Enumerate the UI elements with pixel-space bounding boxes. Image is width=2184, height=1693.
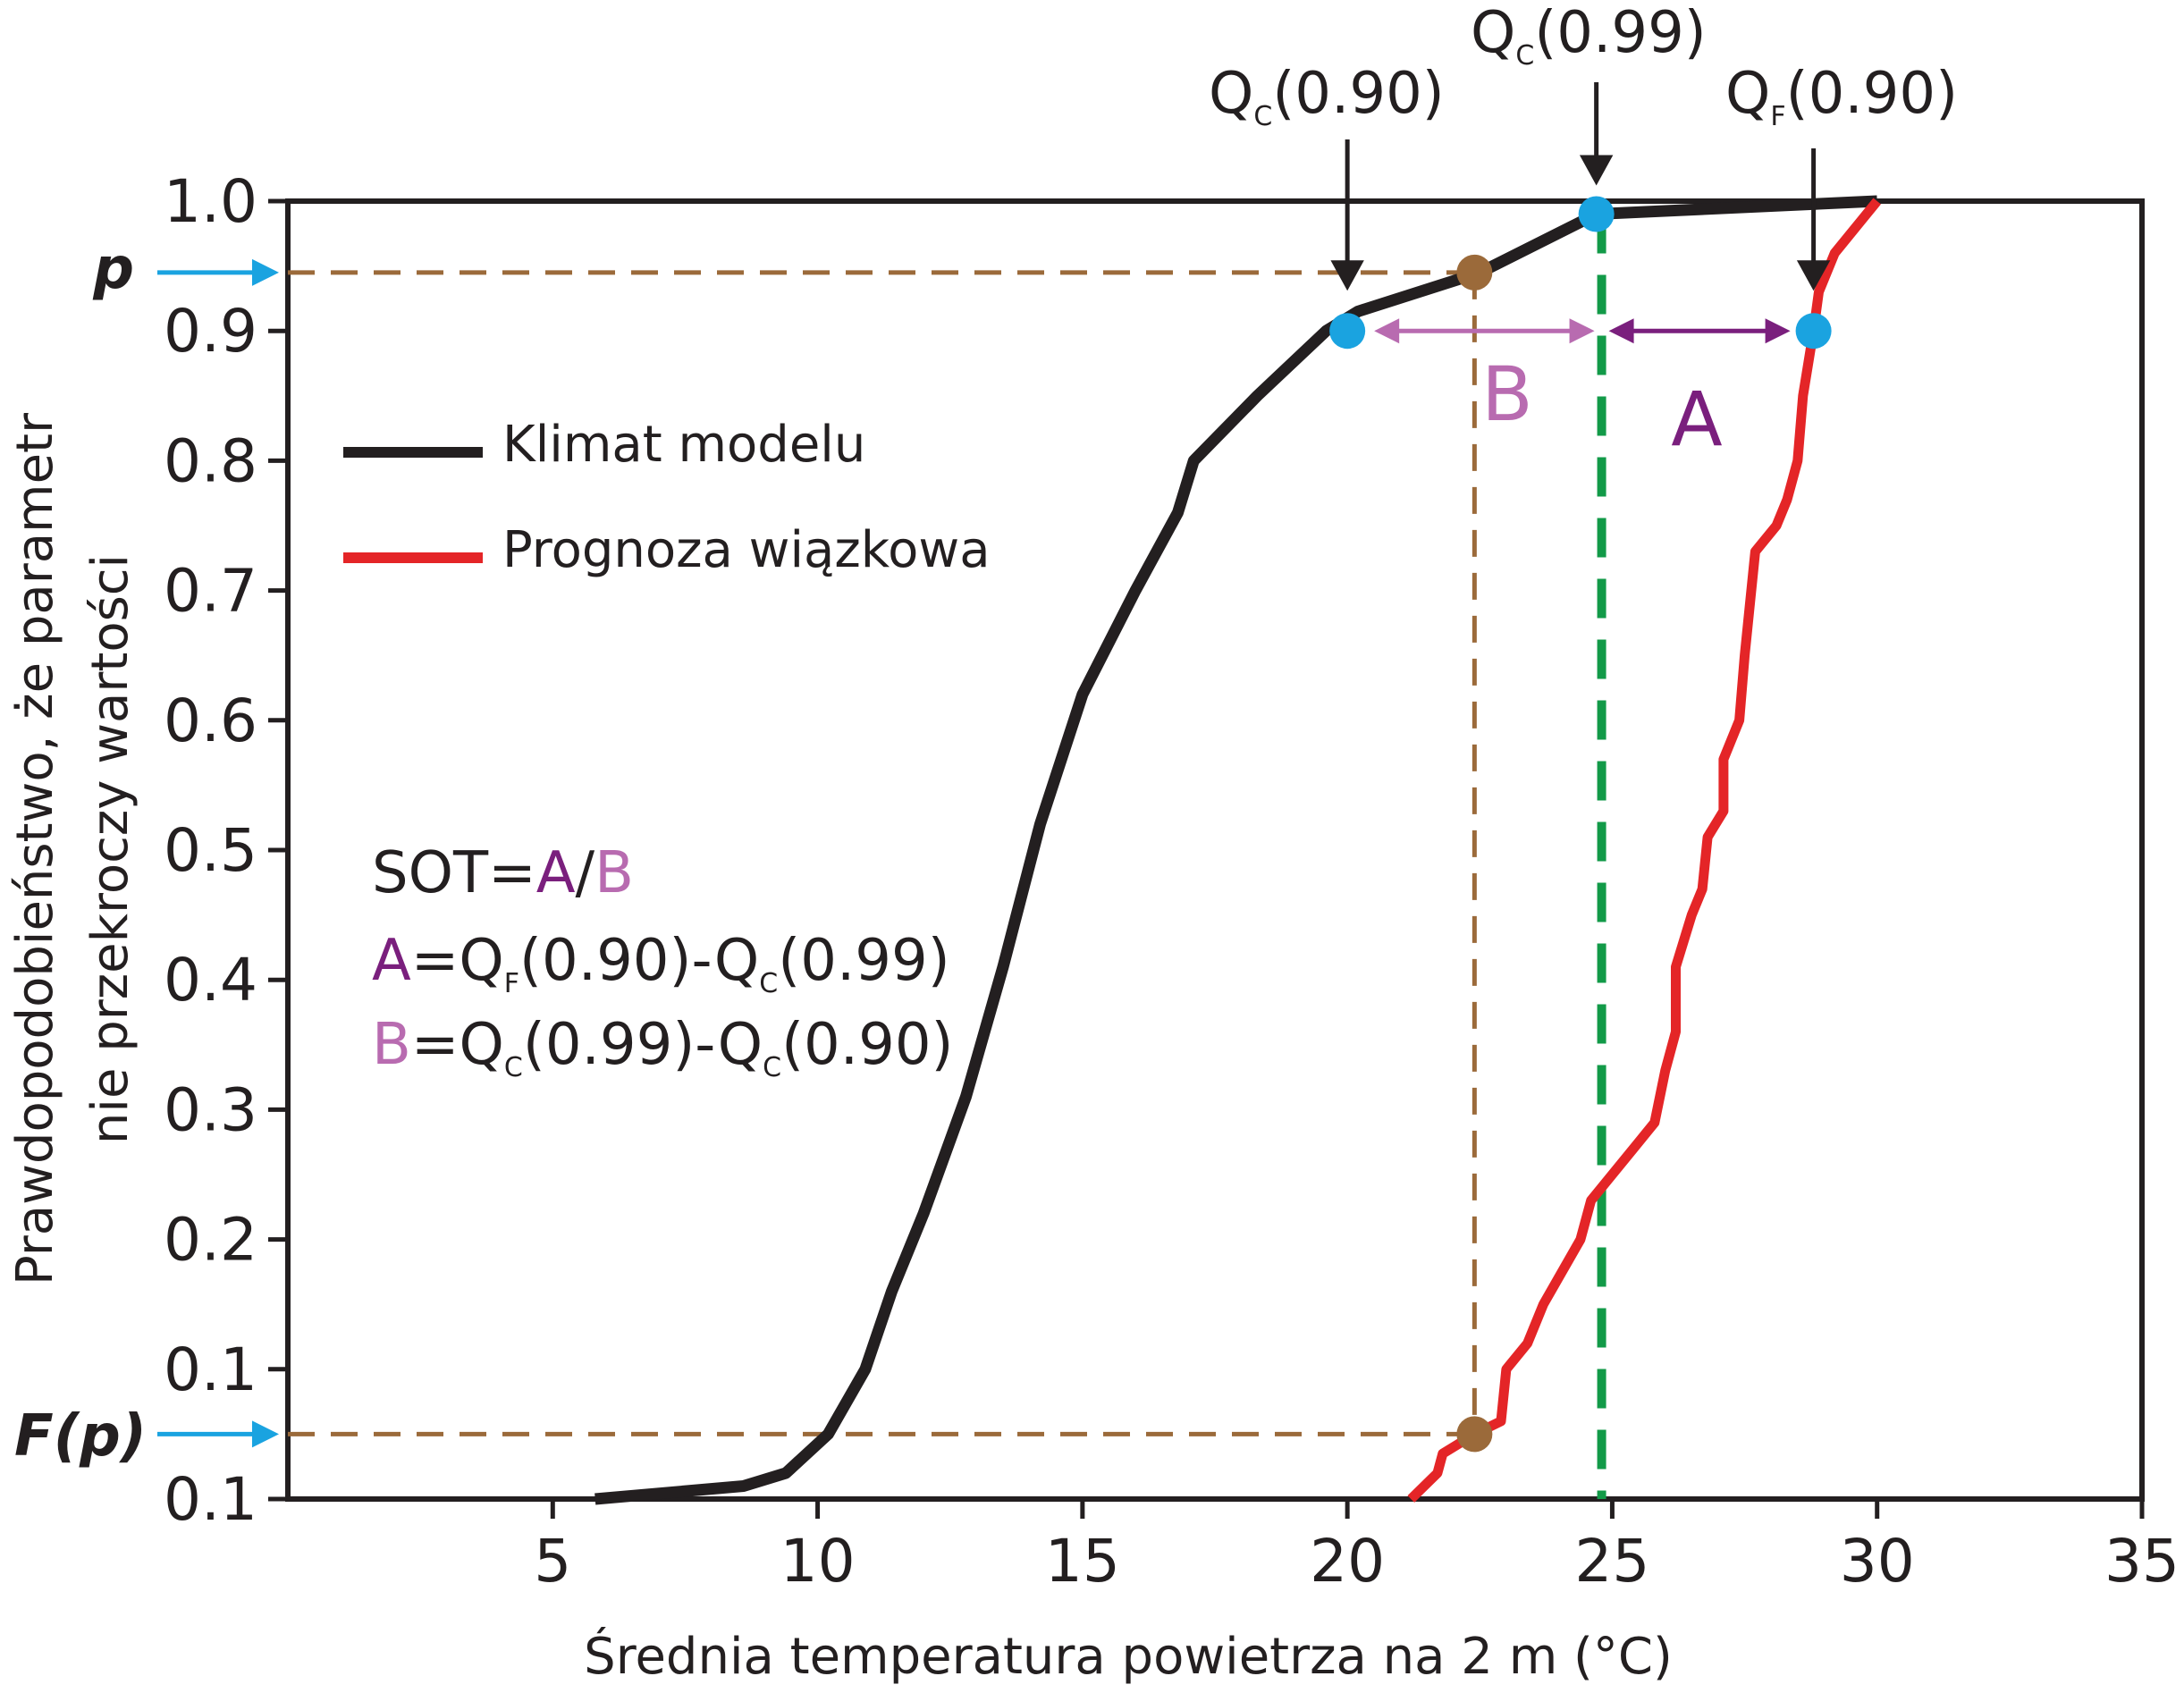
- y-tick-label: 0.1: [164, 1335, 257, 1404]
- y-tick-label: 0.3: [164, 1075, 257, 1144]
- legend-label-klimat: Klimat modelu: [502, 416, 865, 474]
- climate-at-p-marker: [1456, 254, 1493, 291]
- qc099-q: Q: [1471, 0, 1515, 66]
- qc090-arrow-head: [1330, 260, 1364, 291]
- y-axis-title-line1: Prawdopodobieństwo, że parametr: [6, 412, 64, 1285]
- p-blue-arrow-head: [252, 258, 279, 286]
- x-tick-label: 25: [1574, 1527, 1649, 1596]
- qf090-arg: (0.90): [1786, 61, 1958, 127]
- x-tick-label: 35: [2104, 1527, 2180, 1596]
- qf090-sub: F: [1770, 101, 1785, 132]
- qc090-sub: C: [1253, 101, 1272, 132]
- b-distance-arrow-head-right: [1569, 318, 1595, 344]
- series-line-prognoza-wiazkowa: [1407, 198, 1881, 1503]
- y-axis-title-line2: nie przekroczy wartości: [81, 554, 139, 1144]
- x-tick-label: 20: [1310, 1527, 1385, 1596]
- legend-label-prognoza: Prognoza wiązkowa: [502, 521, 991, 579]
- y-tick-label: 0.1: [164, 1465, 257, 1534]
- x-tick-label: 5: [534, 1527, 571, 1596]
- fp-label: F(p): [14, 1403, 147, 1470]
- sot-formula: SOT=A/B: [372, 840, 634, 906]
- a-formula-end: (0.99): [778, 928, 949, 994]
- qf090-label: QF(0.90): [1725, 61, 1958, 132]
- sot-a: A: [536, 840, 576, 906]
- sot-slash: /: [576, 840, 595, 906]
- y-tick-label: 0.8: [164, 426, 257, 495]
- y-tick-label: 1.0: [164, 167, 257, 236]
- qc099-arg: (0.99): [1534, 0, 1706, 66]
- a-distance-label: A: [1671, 375, 1722, 463]
- b-formula-eq: =Q: [411, 1012, 504, 1078]
- qc099-sub: C: [1515, 40, 1534, 72]
- a-formula-eq: =Q: [411, 928, 504, 994]
- a-formula-sub1: F: [504, 968, 519, 999]
- qc090-arg: (0.90): [1272, 61, 1444, 127]
- y-tick-label: 0.5: [164, 816, 257, 885]
- fp-blue-arrow-head: [252, 1420, 279, 1448]
- b-distance-label: B: [1481, 350, 1533, 438]
- p-label: p: [92, 236, 134, 302]
- y-tick-label: 0.4: [164, 946, 257, 1015]
- qf090-q: Q: [1725, 61, 1770, 127]
- a-distance-arrow-head-left: [1608, 318, 1634, 344]
- b-distance-arrow-head-left: [1374, 318, 1400, 344]
- qf090-marker: [1795, 313, 1832, 350]
- a-formula-mid: (0.90)-Q: [519, 928, 759, 994]
- qc099-label: QC(0.99): [1471, 0, 1707, 72]
- b-formula-sub2: C: [763, 1052, 781, 1083]
- qc099-arrow-head: [1579, 155, 1614, 186]
- y-tick-label: 0.6: [164, 686, 257, 755]
- forecast-at-Fp-marker: [1456, 1416, 1493, 1453]
- qc099-marker: [1578, 196, 1615, 232]
- x-axis-ticks: 5 10 15 20 25 30 35: [534, 1499, 2180, 1596]
- x-axis-title: Średnia temperatura powietrza na 2 m (°C…: [584, 1628, 1673, 1686]
- y-axis-ticks: 0.1 0.1 0.2 0.3 0.4 0.5 0.6 0.7 0.8 0.9 1.0: [164, 167, 288, 1534]
- x-tick-label: 30: [1840, 1527, 1915, 1596]
- a-distance-arrow-head-right: [1765, 318, 1791, 344]
- b-formula-sub1: C: [504, 1052, 523, 1083]
- qc090-q: Q: [1209, 61, 1253, 127]
- sot-b: B: [594, 840, 634, 906]
- reference-lines: [288, 214, 1606, 1499]
- y-tick-label: 0.9: [164, 297, 257, 366]
- sot-prefix: SOT=: [372, 840, 536, 906]
- annotation-arrows: [157, 82, 1831, 1448]
- a-formula: A=QF(0.90)-QC(0.99): [372, 928, 950, 999]
- x-tick-label: 10: [780, 1527, 856, 1596]
- y-tick-label: 0.7: [164, 557, 257, 626]
- qc090-marker: [1329, 313, 1366, 350]
- y-tick-label: 0.2: [164, 1206, 257, 1275]
- b-formula-mid: (0.99)-Q: [523, 1012, 763, 1078]
- a-formula-sub2: C: [759, 968, 778, 999]
- b-formula: B=QC(0.99)-QC(0.90): [372, 1012, 954, 1083]
- a-formula-label: A: [372, 928, 411, 994]
- b-formula-label: B: [372, 1012, 411, 1078]
- qf090-arrow-head: [1796, 260, 1831, 291]
- qc090-label: QC(0.90): [1209, 61, 1445, 132]
- b-formula-end: (0.90): [781, 1012, 953, 1078]
- x-tick-label: 15: [1045, 1527, 1120, 1596]
- marker-layer: [1329, 196, 1832, 1453]
